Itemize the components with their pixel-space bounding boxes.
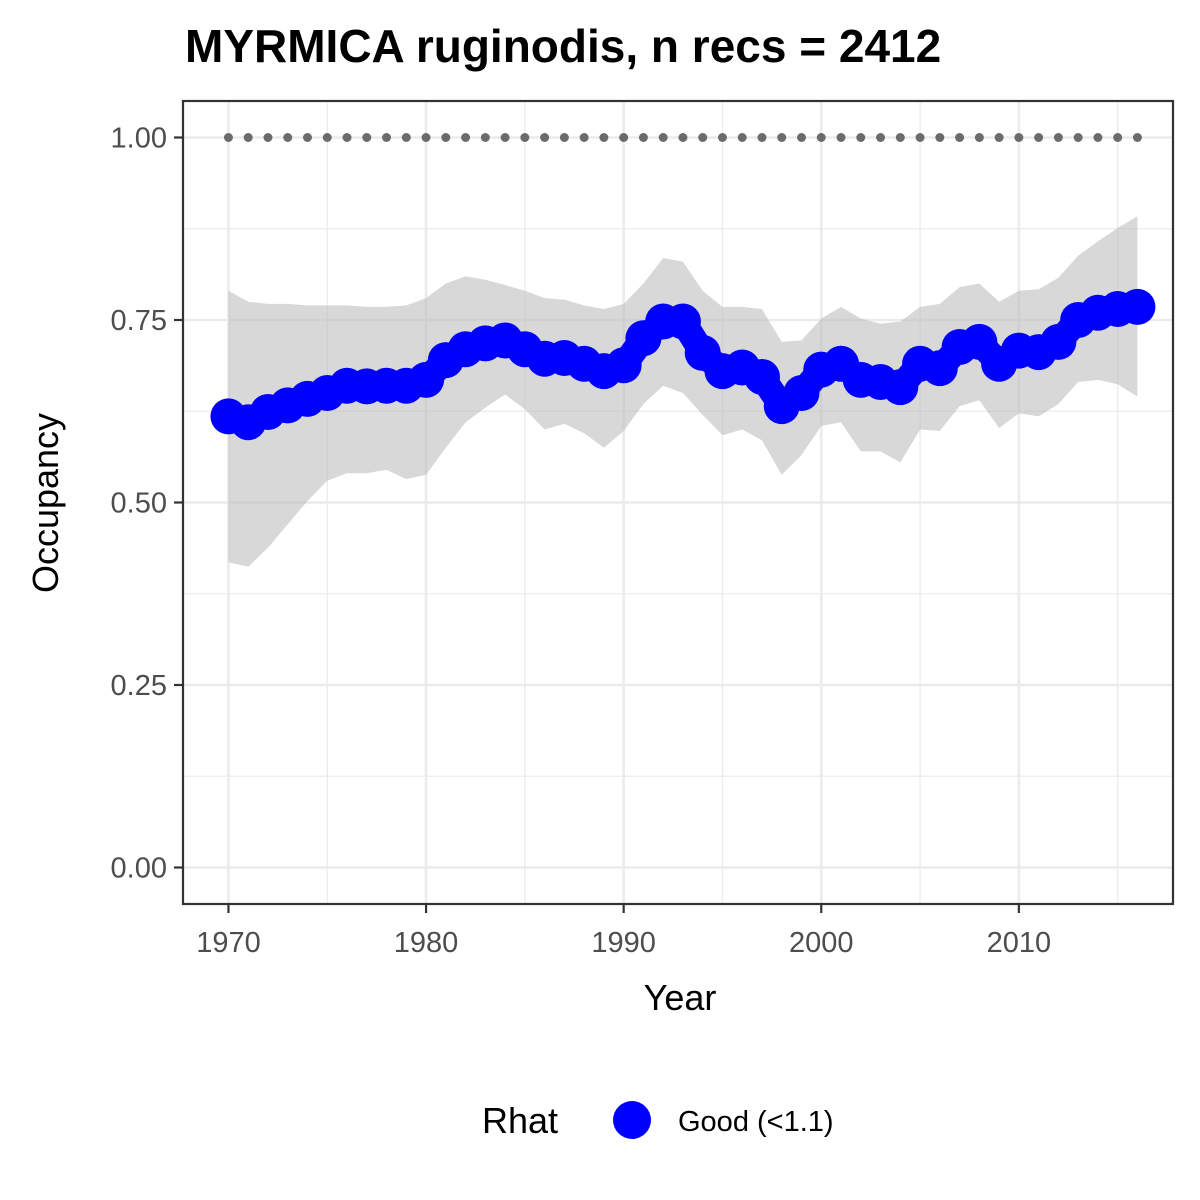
reference-point: [737, 133, 747, 142]
reference-point: [243, 133, 253, 142]
reference-dotted-line: [223, 133, 1142, 142]
reference-point: [559, 133, 569, 142]
reference-point: [500, 133, 510, 142]
occupancy-points: [210, 288, 1156, 441]
reference-point: [1073, 133, 1083, 142]
reference-point: [876, 133, 886, 142]
y-tick-label: 0.50: [111, 488, 167, 520]
reference-point: [994, 133, 1004, 142]
occupancy-point: [664, 303, 701, 340]
reference-point: [480, 133, 490, 142]
y-axis: 0.00 0.25 0.50 0.75 1.00: [111, 123, 183, 885]
credible-interval-ribbon: [228, 216, 1138, 567]
reference-point: [302, 133, 312, 142]
legend: Rhat Good (<1.1): [482, 1100, 834, 1141]
reference-point: [263, 133, 273, 142]
grid-major: [183, 101, 1173, 904]
chart-title: MYRMICA ruginodis, n recs = 2412: [185, 20, 941, 72]
occupancy-point: [743, 358, 780, 395]
y-tick-label: 0.00: [111, 853, 167, 885]
reference-point: [362, 133, 372, 142]
reference-point: [1113, 133, 1123, 142]
occupancy-point: [605, 347, 642, 384]
reference-point: [856, 133, 866, 142]
reference-point: [421, 133, 431, 142]
reference-point: [1053, 133, 1063, 142]
x-axis-title: Year: [644, 977, 717, 1018]
reference-point: [836, 133, 846, 142]
reference-point: [895, 133, 905, 142]
reference-point: [816, 133, 826, 142]
reference-point: [342, 133, 352, 142]
reference-point: [797, 133, 807, 142]
reference-point: [283, 133, 293, 142]
reference-point: [698, 133, 708, 142]
reference-point: [322, 133, 332, 142]
reference-point: [757, 133, 767, 142]
legend-key-good: [613, 1101, 651, 1139]
reference-point: [1093, 133, 1103, 142]
y-axis-title: Occupancy: [25, 413, 66, 593]
reference-point: [915, 133, 925, 142]
x-tick-label: 2010: [987, 927, 1052, 959]
reference-point: [223, 133, 233, 142]
reference-point: [955, 133, 965, 142]
y-tick-label: 0.75: [111, 305, 167, 337]
reference-point: [599, 133, 609, 142]
reference-point: [540, 133, 550, 142]
reference-point: [678, 133, 688, 142]
reference-point: [461, 133, 471, 142]
occupancy-point: [1119, 288, 1156, 325]
reference-point: [579, 133, 589, 142]
x-axis: 1970 1980 1990 2000 2010: [196, 904, 1051, 959]
reference-point: [658, 133, 668, 142]
reference-point: [401, 133, 411, 142]
reference-point: [777, 133, 787, 142]
reference-point: [1132, 133, 1142, 142]
y-tick-label: 0.25: [111, 670, 167, 702]
legend-title: Rhat: [482, 1100, 558, 1141]
reference-point: [1014, 133, 1024, 142]
reference-point: [974, 133, 984, 142]
reference-point: [935, 133, 945, 142]
x-tick-label: 2000: [789, 927, 854, 959]
reference-point: [638, 133, 648, 142]
reference-point: [520, 133, 530, 142]
legend-label-good: Good (<1.1): [678, 1106, 834, 1138]
reference-point: [382, 133, 392, 142]
reference-point: [1034, 133, 1044, 142]
plot-panel: [181, 99, 1175, 906]
y-tick-label: 1.00: [111, 123, 167, 155]
reference-point: [717, 133, 727, 142]
x-tick-label: 1990: [591, 927, 656, 959]
reference-point: [441, 133, 451, 142]
reference-point: [619, 133, 629, 142]
x-tick-label: 1980: [394, 927, 459, 959]
x-tick-label: 1970: [196, 927, 261, 959]
